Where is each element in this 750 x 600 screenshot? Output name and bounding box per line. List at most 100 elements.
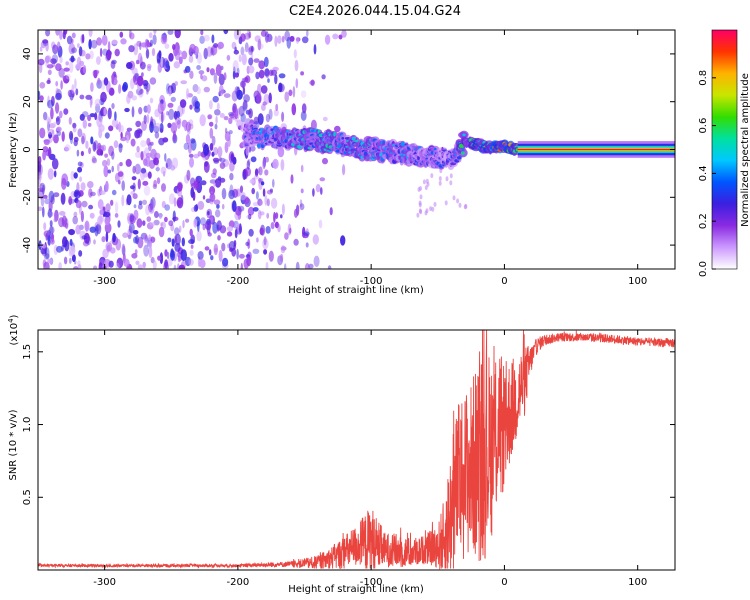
noise-blob [71, 254, 76, 262]
noise-blob [76, 182, 80, 194]
noise-blob [47, 121, 50, 132]
noise-blob [159, 252, 164, 265]
ridge-blob [462, 133, 466, 137]
noise-blob [216, 203, 220, 209]
noise-blob [74, 260, 77, 265]
noise-blob [275, 212, 279, 220]
noise-blob [183, 142, 189, 150]
noise-blob [149, 97, 154, 104]
noise-blob [168, 220, 174, 227]
tail-blob [424, 185, 428, 191]
noise-blob [48, 146, 52, 159]
noise-blob [60, 80, 63, 90]
noise-blob [138, 107, 143, 115]
noise-blob [65, 222, 69, 230]
noise-blob [162, 137, 169, 143]
noise-blob [42, 194, 48, 199]
noise-blob [53, 170, 57, 178]
snr-scale-prefix: (x10 [9, 323, 20, 346]
noise-blob [189, 249, 194, 256]
noise-blob [200, 30, 204, 36]
noise-blob [81, 132, 86, 144]
noise-blob [68, 196, 73, 206]
noise-blob [193, 204, 199, 212]
noise-blob [162, 170, 166, 177]
noise-blob [149, 77, 157, 85]
spectrogram-ridge [240, 122, 675, 218]
noise-blob [224, 127, 228, 134]
noise-blob [155, 167, 160, 172]
noise-blob [338, 34, 343, 40]
noise-blob [71, 84, 75, 94]
noise-blob [284, 91, 290, 103]
noise-blob [189, 43, 196, 53]
noise-blob [42, 146, 49, 153]
noise-blob [234, 72, 239, 78]
noise-blob [39, 82, 46, 89]
noise-blob [264, 194, 268, 206]
noise-blob [69, 238, 73, 247]
noise-blob [264, 68, 270, 77]
noise-blob [121, 180, 125, 191]
noise-blob [280, 159, 285, 171]
noise-blob [135, 120, 142, 128]
noise-blob [79, 113, 85, 121]
noise-blob [177, 182, 183, 192]
noise-blob [171, 82, 176, 94]
noise-blob [45, 30, 51, 37]
noise-blob [150, 256, 155, 264]
noise-blob [106, 158, 111, 167]
noise-blob [56, 126, 62, 132]
noise-blob [185, 218, 190, 223]
noise-blob [61, 178, 67, 190]
noise-blob [215, 64, 222, 76]
noise-blob [91, 157, 98, 164]
noise-blob [219, 162, 226, 170]
noise-blob [249, 179, 255, 184]
noise-blob [107, 169, 112, 174]
noise-blob [166, 158, 171, 167]
noise-blob [232, 60, 239, 72]
noise-blob [277, 224, 281, 233]
noise-blob [38, 58, 45, 66]
noise-blob [87, 181, 94, 189]
noise-blob [199, 114, 206, 127]
noise-blob [110, 199, 114, 206]
noise-blob [264, 156, 269, 163]
noise-blob [88, 204, 94, 210]
noise-blob [304, 263, 310, 269]
noise-blob [137, 203, 143, 210]
noise-blob [292, 86, 296, 98]
noise-blob [167, 30, 174, 35]
noise-blob [211, 34, 215, 44]
noise-blob [146, 88, 149, 95]
noise-blob [39, 127, 46, 139]
noise-blob [58, 220, 62, 226]
noise-blob [171, 238, 175, 247]
noise-blob [174, 227, 180, 236]
noise-blob [121, 194, 125, 207]
noise-blob [258, 60, 266, 70]
noise-blob [117, 220, 121, 228]
noise-blob [264, 31, 269, 43]
noise-blob [139, 42, 142, 50]
noise-blob [313, 44, 317, 55]
noise-blob [221, 188, 227, 200]
noise-blob [53, 217, 58, 223]
noise-blob [245, 241, 250, 246]
noise-blob [92, 141, 97, 152]
noise-blob [266, 198, 270, 207]
noise-blob [47, 118, 52, 124]
noise-blob [263, 249, 268, 255]
noise-blob [167, 237, 172, 243]
noise-blob [77, 161, 83, 167]
noise-blob [148, 246, 153, 259]
noise-blob [74, 78, 77, 90]
noise-blob [213, 72, 218, 84]
noise-blob [274, 35, 278, 47]
noise-blob [130, 138, 136, 147]
y-tick-label: 1.5 [22, 344, 33, 360]
noise-blob [217, 146, 223, 158]
noise-blob [254, 168, 259, 177]
noise-blob [56, 245, 63, 253]
